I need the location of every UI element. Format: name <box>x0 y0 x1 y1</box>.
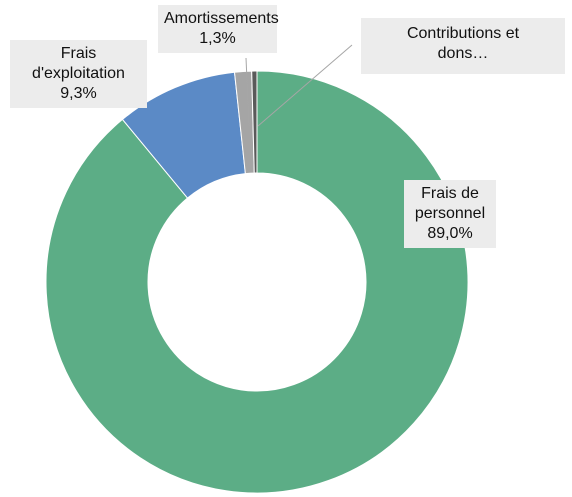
data-label: Contributions et dons… <box>361 18 565 74</box>
data-label: Amortissements 1,3% <box>158 5 279 53</box>
category-label: Contributions et dons… <box>406 25 520 62</box>
slice <box>251 70 258 174</box>
category-label: Frais de personnel <box>414 185 486 222</box>
category-label: Amortissements <box>164 10 279 27</box>
data-label: Frais d'exploitation 9,3% <box>10 40 147 108</box>
value-label: 9,3% <box>60 85 97 102</box>
data-label: Frais de personnel 89,0% <box>404 180 496 248</box>
category-label: Frais d'exploitation <box>32 45 125 82</box>
slice <box>45 70 469 494</box>
value-label: 1,3% <box>199 30 236 47</box>
leader-line <box>245 57 250 127</box>
value-label: 89,0% <box>427 225 473 242</box>
leader-line <box>257 44 353 127</box>
